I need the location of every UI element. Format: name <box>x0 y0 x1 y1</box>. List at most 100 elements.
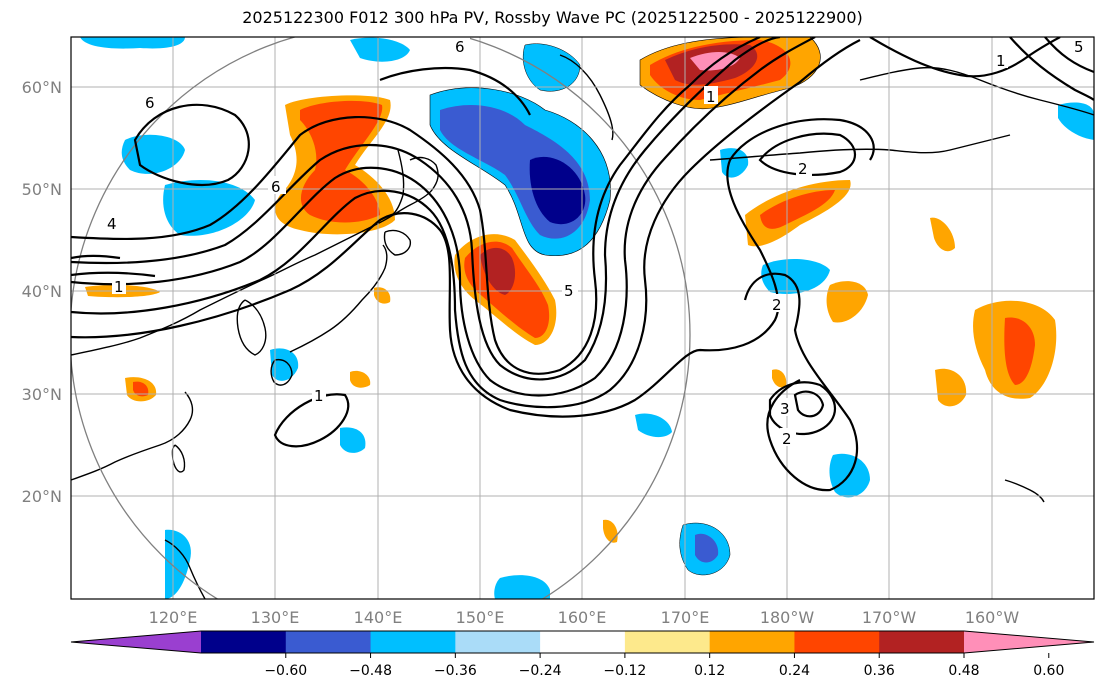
map-title: 2025122300 F012 300 hPa PV, Rossby Wave … <box>242 8 863 27</box>
pv-neg-region-13 <box>494 575 550 599</box>
contour-line <box>71 271 156 278</box>
colorbar-tick-label: −0.60 <box>264 663 307 679</box>
pv-pos-region-23 <box>772 369 787 388</box>
rossby-wave-contours <box>71 37 1094 492</box>
contour-line <box>71 37 781 381</box>
coastlines <box>71 54 1094 599</box>
coastline-korea <box>236 299 267 356</box>
contour-label: 6 <box>271 178 281 196</box>
colorbar-extend-low <box>71 631 201 653</box>
coastline-china-south <box>71 391 194 481</box>
colorbar-segment <box>879 631 965 653</box>
pv-neg-region-12 <box>695 533 719 563</box>
contour-label: 3 <box>780 400 790 418</box>
contour-line <box>71 118 875 418</box>
colorbar: −0.60 −0.48 −0.36 −0.24 −0.12 0.12 0.24 0.36 0.4… <box>70 630 1095 679</box>
contour-line <box>758 132 857 176</box>
colorbar-segment <box>201 631 287 653</box>
contour-line <box>273 393 350 448</box>
contour-line <box>793 390 825 418</box>
pv-pos-region-6 <box>300 100 383 223</box>
contour-line <box>71 254 121 260</box>
pv-neg-region-3 <box>529 156 586 225</box>
pv-pos-region-19 <box>133 381 149 397</box>
pv-negative-anomalies <box>80 37 1094 599</box>
pv-neg-region-19 <box>340 427 366 453</box>
longitude-labels: 120°E 130°E 140°E 150°E 160°E 170°E 180°… <box>149 608 1020 627</box>
pv-neg-region-4 <box>522 43 581 92</box>
colorbar-tick-label: 0.36 <box>864 663 895 679</box>
colorbar-tick-label: −0.24 <box>519 663 562 679</box>
map-border <box>70 36 1095 600</box>
contour-line <box>71 37 761 375</box>
coastline-japan-hokkaido <box>383 229 412 256</box>
contour-label: 2 <box>798 160 808 178</box>
colorbar-segment <box>455 631 541 653</box>
contour-label: 6 <box>145 94 155 112</box>
contour-label: 4 <box>107 215 117 233</box>
contour-labels: 6 6 6 4 1 1 2 2 2 1 5 5 3 1 <box>104 37 1088 448</box>
coastline-sakhalin <box>391 149 405 216</box>
pv-neg-region-6 <box>80 37 185 49</box>
coastline-alaska <box>859 66 1094 116</box>
coastline-philippines <box>164 539 206 599</box>
pv-pos-region-16 <box>930 217 955 252</box>
colorbar-segment <box>709 631 795 653</box>
lat-label: 60°N <box>22 78 62 97</box>
contour-label: 2 <box>772 296 782 314</box>
contour-line <box>1044 37 1094 74</box>
colorbar-extend-high <box>964 631 1094 653</box>
pv-neg-region-5 <box>350 37 410 62</box>
colorbar-tick-label: −0.48 <box>349 663 392 679</box>
lon-label: 140°E <box>354 608 403 627</box>
latitude-labels: 60°N 50°N 40°N 30°N 20°N <box>22 78 62 506</box>
pv-pos-region-11 <box>760 190 835 229</box>
lon-label: 160°W <box>965 608 1020 627</box>
colorbar-tick-label: −0.36 <box>434 663 477 679</box>
coastline-aleutians <box>709 134 1011 161</box>
map-layers: 6 6 6 4 1 1 2 2 2 1 5 5 3 1 <box>71 37 1094 599</box>
colorbar-tick-label: 0.48 <box>948 663 979 679</box>
contour-label: 1 <box>706 88 716 106</box>
pv-neg-region-18 <box>165 529 191 599</box>
pv-pos-region-20 <box>350 370 371 388</box>
contour-label: 1 <box>114 278 124 296</box>
graticule <box>71 37 1094 599</box>
colorbar-tick-label: 0.12 <box>694 663 725 679</box>
colorbar-outline <box>70 630 1095 654</box>
coastline-asia-mainland <box>71 156 439 356</box>
lon-label: 120°E <box>149 608 198 627</box>
lon-label: 170°W <box>862 608 917 627</box>
lon-label: 180°W <box>760 608 815 627</box>
colorbar-segment <box>370 631 456 653</box>
lon-label: 150°E <box>456 608 505 627</box>
coastline-kyushu <box>270 358 293 386</box>
contour-line <box>869 37 1061 78</box>
contour-line <box>1009 37 1094 101</box>
colorbar-tick-label: −0.12 <box>603 663 646 679</box>
colorbar-segment <box>540 631 626 653</box>
contour-line <box>71 37 816 397</box>
pv-pos-region-13 <box>1004 317 1035 385</box>
pv-pos-region-15 <box>935 368 967 407</box>
lat-label: 40°N <box>22 282 62 301</box>
colorbar-tick-label: 0.24 <box>779 663 810 679</box>
pv-neg-region-15 <box>270 348 299 381</box>
lat-label: 50°N <box>22 180 62 199</box>
contour-label: 1 <box>996 52 1006 70</box>
contour-line <box>379 66 531 116</box>
colorbar-segment <box>285 631 372 653</box>
pv-neg-region-8 <box>163 180 255 236</box>
contour-line <box>743 272 859 492</box>
pv-pos-region-9 <box>480 247 516 295</box>
contour-label: 2 <box>782 430 792 448</box>
lon-label: 130°E <box>251 608 300 627</box>
contour-label: 5 <box>564 282 574 300</box>
pv-neg-region-16 <box>635 413 672 438</box>
colorbar-segment <box>624 631 711 653</box>
domain-circle <box>71 37 691 599</box>
lon-label: 170°E <box>661 608 710 627</box>
pv-pos-region-21 <box>603 519 618 543</box>
coastline-hawaii-region <box>1004 479 1045 503</box>
